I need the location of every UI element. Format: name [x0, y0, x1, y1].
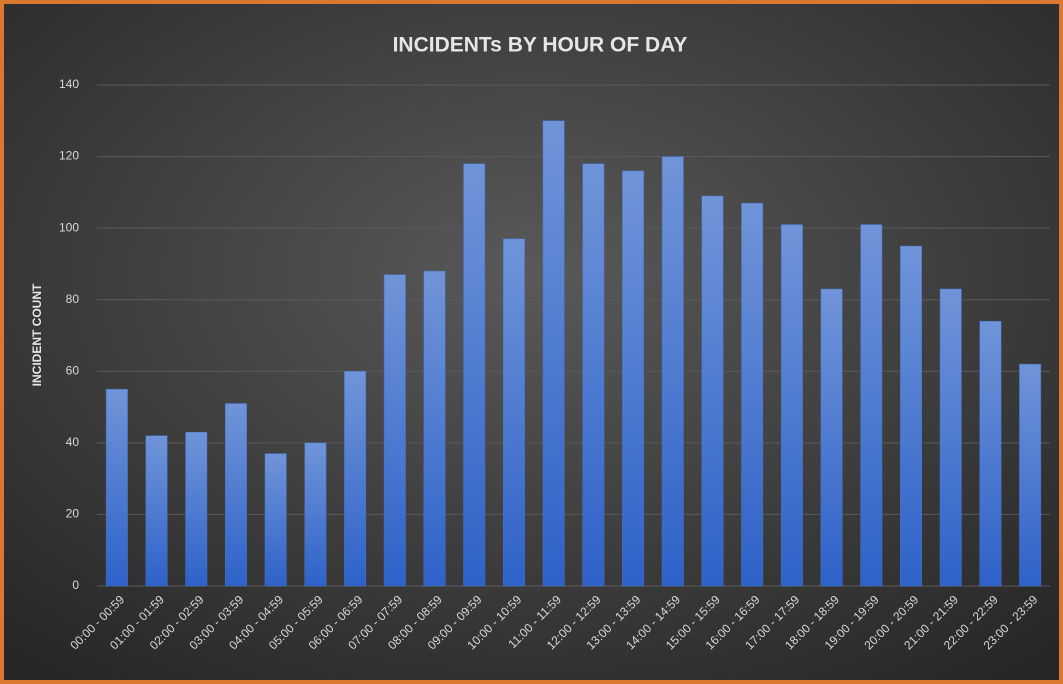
y-tick-label: 20	[66, 507, 80, 521]
bar	[264, 453, 287, 587]
bar	[741, 202, 764, 587]
bar	[900, 245, 922, 587]
bar	[542, 120, 565, 587]
bar	[1019, 363, 1042, 587]
bar	[661, 156, 684, 587]
bar	[344, 371, 367, 587]
bar	[383, 274, 406, 587]
bar	[502, 238, 525, 587]
bar	[185, 431, 208, 587]
bar	[105, 388, 128, 587]
chart-title: INCIDENTs BY HOUR OF DAY	[393, 34, 688, 57]
bar	[423, 270, 446, 587]
bar	[304, 442, 327, 587]
bar	[463, 163, 486, 587]
y-tick-label: 120	[59, 149, 79, 163]
y-tick-label: 100	[59, 220, 79, 234]
y-axis-label: INCIDENT COUNT	[30, 283, 44, 386]
bar	[701, 195, 724, 587]
bar	[622, 170, 645, 587]
y-tick-label: 140	[59, 77, 79, 91]
y-tick-label: 80	[66, 292, 80, 306]
bar	[145, 435, 168, 587]
bar	[225, 403, 247, 587]
bar	[939, 288, 962, 587]
bar	[780, 224, 803, 587]
bar	[820, 288, 843, 587]
y-tick-label: 40	[66, 435, 80, 449]
bar	[860, 224, 883, 587]
y-tick-label: 60	[66, 363, 80, 377]
bar	[582, 163, 605, 587]
bar	[979, 320, 1002, 587]
y-tick-label: 0	[72, 578, 79, 592]
